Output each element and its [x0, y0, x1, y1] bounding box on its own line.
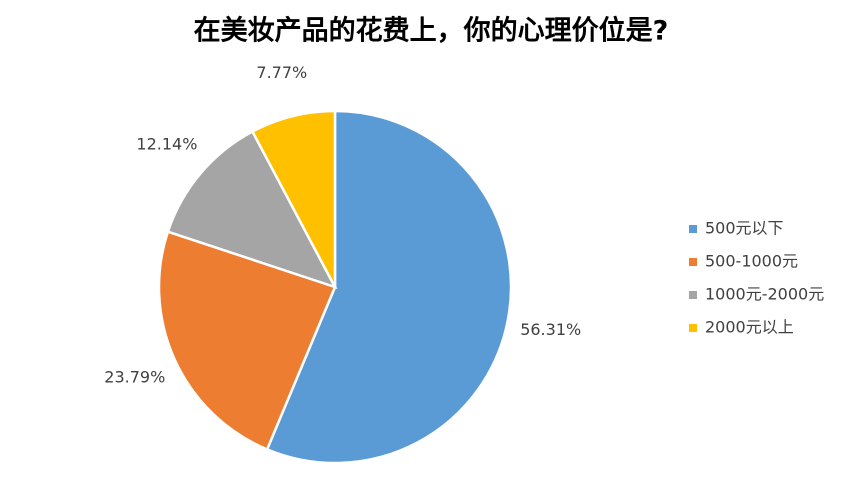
legend-label: 1000元-2000元 [705, 285, 824, 304]
pie-slice [166, 129, 338, 290]
pie-slice [265, 109, 513, 465]
data-label: 12.14% [136, 135, 197, 154]
data-label: 23.79% [104, 368, 165, 387]
legend-swatch [689, 324, 697, 332]
data-label: 7.77% [256, 63, 307, 82]
pie-slice [250, 109, 337, 288]
chart-title: 在美妆产品的花费上，你的心理价位是? [194, 15, 669, 47]
legend-swatch [689, 225, 697, 233]
data-label: 56.31% [520, 320, 581, 339]
legend-swatch [689, 258, 697, 266]
legend-label: 2000元以上 [705, 318, 794, 337]
legend-label: 500-1000元 [705, 252, 798, 271]
legend-label: 500元以下 [705, 219, 784, 238]
pie-slice [157, 230, 337, 452]
legend-swatch [689, 291, 697, 299]
